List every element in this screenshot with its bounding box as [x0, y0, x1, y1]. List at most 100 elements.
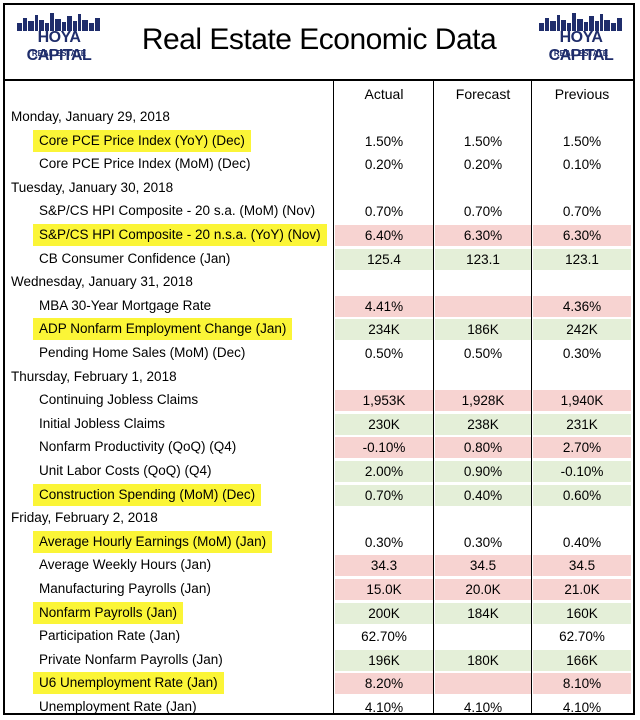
indicator-label: Initial Jobless Claims [39, 415, 166, 431]
previous-value: 231K [533, 413, 631, 435]
table-row: Private Nonfarm Payrolls (Jan) 196K 180K 16… [5, 649, 633, 673]
table-row: Manufacturing Payrolls (Jan) 15.0K 20.0K 21… [5, 578, 633, 602]
previous-value: 34.5 [533, 555, 631, 577]
date-header-row: Tuesday, January 30, 2018 [5, 177, 633, 201]
indicator-label: Core PCE Price Index (YoY) (Dec) [33, 129, 251, 152]
table-row: Continuing Jobless Claims 1,953K 1,928K 1,9… [5, 389, 633, 413]
indicator-label: MBA 30-Year Mortgage Rate [39, 297, 212, 313]
previous-value: 21.0K [533, 579, 631, 600]
previous-value: 4.10% [562, 700, 602, 715]
date-label: Wednesday, January 31, 2018 [11, 274, 193, 290]
actual-value: 8.20% [335, 673, 433, 695]
actual-value: 196K [335, 649, 433, 671]
actual-value: 6.40% [335, 225, 433, 246]
indicator-label: S&P/CS HPI Composite - 20 s.a. (MoM) (No… [39, 203, 316, 219]
city-skyline-icon [17, 13, 100, 31]
forecast-value: 1,928K [435, 390, 531, 412]
forecast-value: 0.40% [435, 484, 531, 506]
actual-value: 200K [335, 602, 433, 624]
previous-value: -0.10% [533, 461, 631, 482]
previous-value: 0.70% [562, 204, 602, 220]
forecast-value: 0.30% [463, 534, 503, 550]
indicator-label: ADP Nonfarm Employment Change (Jan) [33, 318, 293, 341]
indicator-label: Unit Labor Costs (QoQ) (Q4) [39, 463, 212, 478]
column-divider [433, 79, 434, 715]
forecast-value: 20.0K [435, 579, 531, 600]
forecast-value: 34.5 [435, 555, 531, 577]
forecast-value: 186K [435, 319, 531, 341]
forecast-value: 4.10% [463, 700, 503, 715]
actual-value: 0.70% [364, 204, 404, 220]
date-label: Friday, February 2, 2018 [11, 510, 158, 526]
table-row: Pending Home Sales (MoM) (Dec) 0.50% 0.50%… [5, 342, 633, 366]
indicator-label: S&P/CS HPI Composite - 20 n.s.a. (YoY) (… [33, 224, 327, 246]
actual-value: -0.10% [335, 437, 433, 459]
indicator-label: Private Nonfarm Payrolls (Jan) [39, 651, 223, 667]
table-row: Unemployment Rate (Jan) 4.10% 4.10% 4.10% [5, 696, 633, 720]
indicator-label: Pending Home Sales (MoM) (Dec) [39, 345, 246, 360]
actual-value: 125.4 [335, 248, 433, 270]
forecast-value: 0.50% [463, 346, 503, 361]
forecast-value: 6.30% [435, 225, 531, 246]
previous-value: 2.70% [533, 437, 631, 459]
table-row: Nonfarm Productivity (QoQ) (Q4) -0.10% 0.8… [5, 436, 633, 460]
table-row: CB Consumer Confidence (Jan) 125.4 123.1 12… [5, 248, 633, 272]
indicator-label: CB Consumer Confidence (Jan) [39, 250, 231, 266]
table-row: S&P/CS HPI Composite - 20 n.s.a. (YoY) (… [5, 224, 633, 248]
date-header-row: Wednesday, January 31, 2018 [5, 271, 633, 295]
table-row: MBA 30-Year Mortgage Rate 4.41% 4.36% [5, 295, 633, 319]
indicator-label: Manufacturing Payrolls (Jan) [39, 581, 211, 596]
forecast-value [435, 626, 531, 647]
economic-data-panel: HOYA CAPITAL REAL ESTATE Real Estate Eco… [3, 3, 635, 715]
column-header-actual: Actual [364, 86, 404, 102]
actual-value: 1,953K [335, 390, 433, 412]
indicator-label: Core PCE Price Index (MoM) (Dec) [39, 156, 251, 172]
indicator-label: Unemployment Rate (Jan) [39, 699, 197, 714]
previous-value: 6.30% [533, 225, 631, 246]
table-row: Nonfarm Payrolls (Jan) 200K 184K 160K [5, 601, 633, 626]
indicator-label: Average Hourly Earnings (MoM) (Jan) [33, 530, 273, 553]
indicator-label: U6 Unemployment Rate (Jan) [33, 672, 224, 695]
date-label: Tuesday, January 30, 2018 [11, 179, 174, 195]
table-row: Unit Labor Costs (QoQ) (Q4) 2.00% 0.90% -0.… [5, 460, 633, 484]
actual-value: 0.20% [364, 157, 404, 173]
column-divider [333, 79, 334, 715]
forecast-value [435, 295, 531, 317]
forecast-value: 0.20% [463, 157, 503, 173]
previous-value: 123.1 [533, 248, 631, 270]
forecast-value: 0.80% [435, 437, 531, 459]
table-row: S&P/CS HPI Composite - 20 s.a. (MoM) (No… [5, 200, 633, 224]
table-row: U6 Unemployment Rate (Jan) 8.20% 8.10% [5, 672, 633, 696]
forecast-value [435, 673, 531, 695]
actual-value: 4.41% [335, 295, 433, 317]
actual-value: 1.50% [364, 133, 404, 149]
date-label: Monday, January 29, 2018 [11, 109, 170, 124]
page-title: Real Estate Economic Data [141, 23, 497, 56]
actual-value: 15.0K [335, 579, 433, 600]
previous-value: 0.10% [562, 157, 602, 173]
column-header-previous: Previous [554, 86, 610, 102]
table-row: Core PCE Price Index (YoY) (Dec) 1.50% 1.5… [5, 129, 633, 154]
indicator-label: Participation Rate (Jan) [39, 628, 181, 644]
forecast-value: 1.50% [463, 133, 503, 149]
indicator-label: Nonfarm Productivity (QoQ) (Q4) [39, 439, 237, 455]
date-header-row: Friday, February 2, 2018 [5, 507, 633, 531]
forecast-value: 0.70% [463, 204, 503, 220]
previous-value: 8.10% [533, 673, 631, 695]
forecast-value: 238K [435, 413, 531, 435]
actual-value: 234K [335, 319, 433, 341]
forecast-value: 0.90% [435, 461, 531, 482]
previous-value: 0.40% [562, 534, 602, 550]
actual-value: 0.50% [364, 346, 404, 361]
column-divider [531, 79, 532, 715]
previous-value: 4.36% [533, 295, 631, 317]
table-row: Average Hourly Earnings (MoM) (Jan) 0.30%… [5, 530, 633, 555]
table-row: ADP Nonfarm Employment Change (Jan) 234K 1… [5, 318, 633, 342]
date-label: Thursday, February 1, 2018 [11, 368, 177, 384]
forecast-value: 180K [435, 649, 531, 671]
column-header-forecast: Forecast [455, 86, 511, 102]
table-row: Construction Spending (MoM) (Dec) 0.70% 0.… [5, 483, 633, 508]
hoya-capital-logo: HOYA CAPITAL REAL ESTATE [13, 11, 105, 73]
table-row: Participation Rate (Jan) 62.70% 62.70% [5, 625, 633, 649]
actual-value: 0.70% [335, 484, 433, 506]
